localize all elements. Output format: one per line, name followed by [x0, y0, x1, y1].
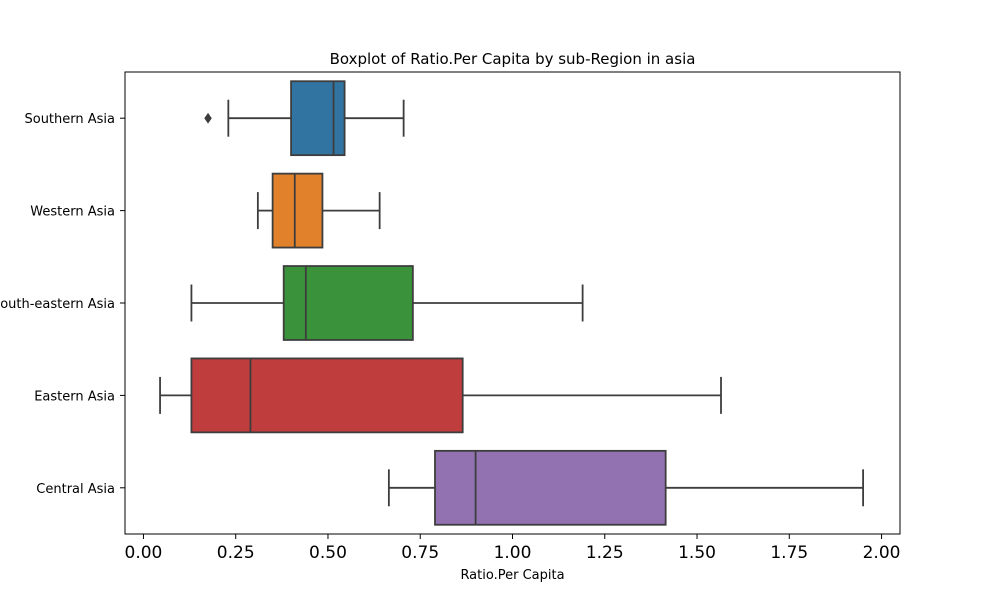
y-tick-label: Western Asia	[30, 205, 115, 220]
box-group	[256, 172, 381, 249]
x-tick-label: 1.50	[678, 543, 716, 563]
x-tick-label: 2.00	[863, 543, 901, 563]
iqr-box	[290, 80, 346, 157]
box-group	[159, 357, 722, 434]
x-axis-ticks: 0.00 0.25 0.50 0.75 1.00 1.25 1.50 1.75 2.00	[125, 534, 901, 563]
x-tick-label: 1.25	[586, 543, 624, 563]
y-tick-label: Central Asia	[36, 482, 115, 497]
x-tick-label: 0.25	[217, 543, 255, 563]
x-tick-label: 1.00	[494, 543, 532, 563]
iqr-box	[434, 449, 667, 526]
y-tick-label: Southern Asia	[24, 112, 115, 127]
iqr-box	[271, 172, 324, 249]
x-axis-label: Ratio.Per Capita	[460, 568, 564, 583]
iqr-box	[190, 357, 464, 434]
y-tick-label: South-eastern Asia	[0, 297, 115, 312]
chart-title: Boxplot of Ratio.Per Capita by sub-Regio…	[330, 50, 696, 68]
x-tick-label: 0.75	[401, 543, 439, 563]
box-group	[190, 265, 584, 341]
boxes-layer	[159, 80, 864, 526]
x-tick-label: 1.75	[770, 543, 808, 563]
y-axis-ticks: Southern Asia Western Asia South-eastern A…	[0, 112, 125, 497]
iqr-box	[282, 265, 414, 341]
x-tick-label: 0.00	[125, 543, 163, 563]
y-tick-label: Eastern Asia	[34, 389, 115, 404]
box-group	[204, 80, 405, 157]
x-tick-label: 0.50	[309, 543, 347, 563]
outlier-point	[204, 112, 212, 124]
box-group	[387, 449, 864, 526]
